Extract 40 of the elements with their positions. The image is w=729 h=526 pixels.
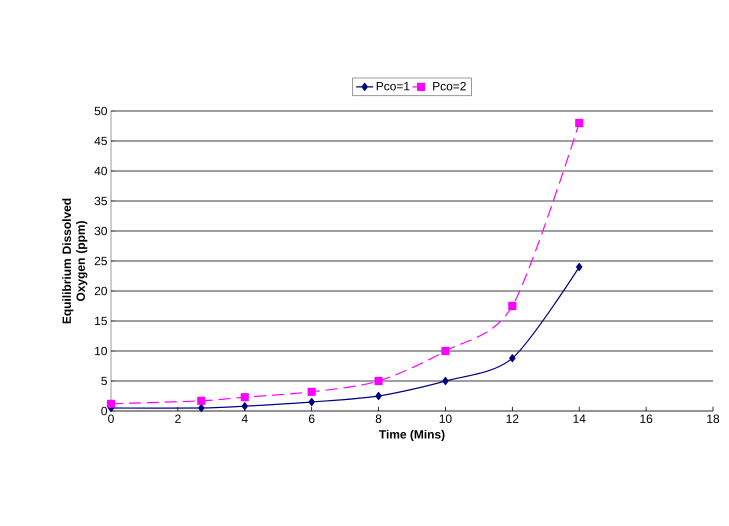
y-tick-label: 45 — [94, 136, 107, 146]
point — [442, 376, 449, 386]
point — [308, 388, 316, 396]
point — [508, 302, 516, 310]
point — [240, 393, 249, 402]
point — [197, 396, 206, 405]
point — [308, 398, 315, 406]
legend-label: Pco=1 — [376, 82, 410, 90]
x-tick-label: 2 — [175, 414, 181, 423]
point — [198, 404, 205, 412]
x-tick-label: 10 — [440, 414, 452, 423]
y-tick-label: 50 — [94, 106, 108, 116]
point — [375, 392, 382, 400]
y-tick-label: 15 — [95, 316, 107, 326]
y-tick-label: 0 — [101, 406, 108, 416]
legend-label: Pco=2 — [433, 82, 466, 90]
x-tick-label: 12 — [506, 414, 518, 423]
x-tick-label: 16 — [640, 414, 652, 423]
x-tick-label: 6 — [308, 414, 314, 423]
x-axis-title: Time (Mins) — [379, 430, 445, 441]
point — [242, 402, 248, 410]
x-tick-label: 4 — [242, 414, 248, 423]
y-tick-label: 40 — [94, 166, 108, 176]
y-tick-label: 35 — [94, 196, 107, 206]
point — [575, 118, 584, 128]
x-tick-label: 18 — [707, 414, 720, 423]
point — [509, 354, 516, 362]
x-tick-label: 14 — [573, 414, 586, 423]
point — [374, 376, 383, 386]
y-tick-label: 20 — [94, 286, 108, 296]
x-tick-label: 8 — [376, 414, 382, 423]
point — [576, 262, 582, 272]
point — [441, 346, 450, 356]
y-tick-label: 10 — [95, 346, 108, 356]
point — [106, 400, 116, 408]
x-tick-label: 0 — [108, 414, 114, 423]
y-axis-title: Equilibrium Dissolved Oxygen (ppm) — [62, 198, 88, 324]
y-tick-label: 5 — [101, 376, 107, 386]
y-tick-label: 25 — [94, 256, 107, 266]
y-tick-label: 30 — [94, 226, 108, 236]
